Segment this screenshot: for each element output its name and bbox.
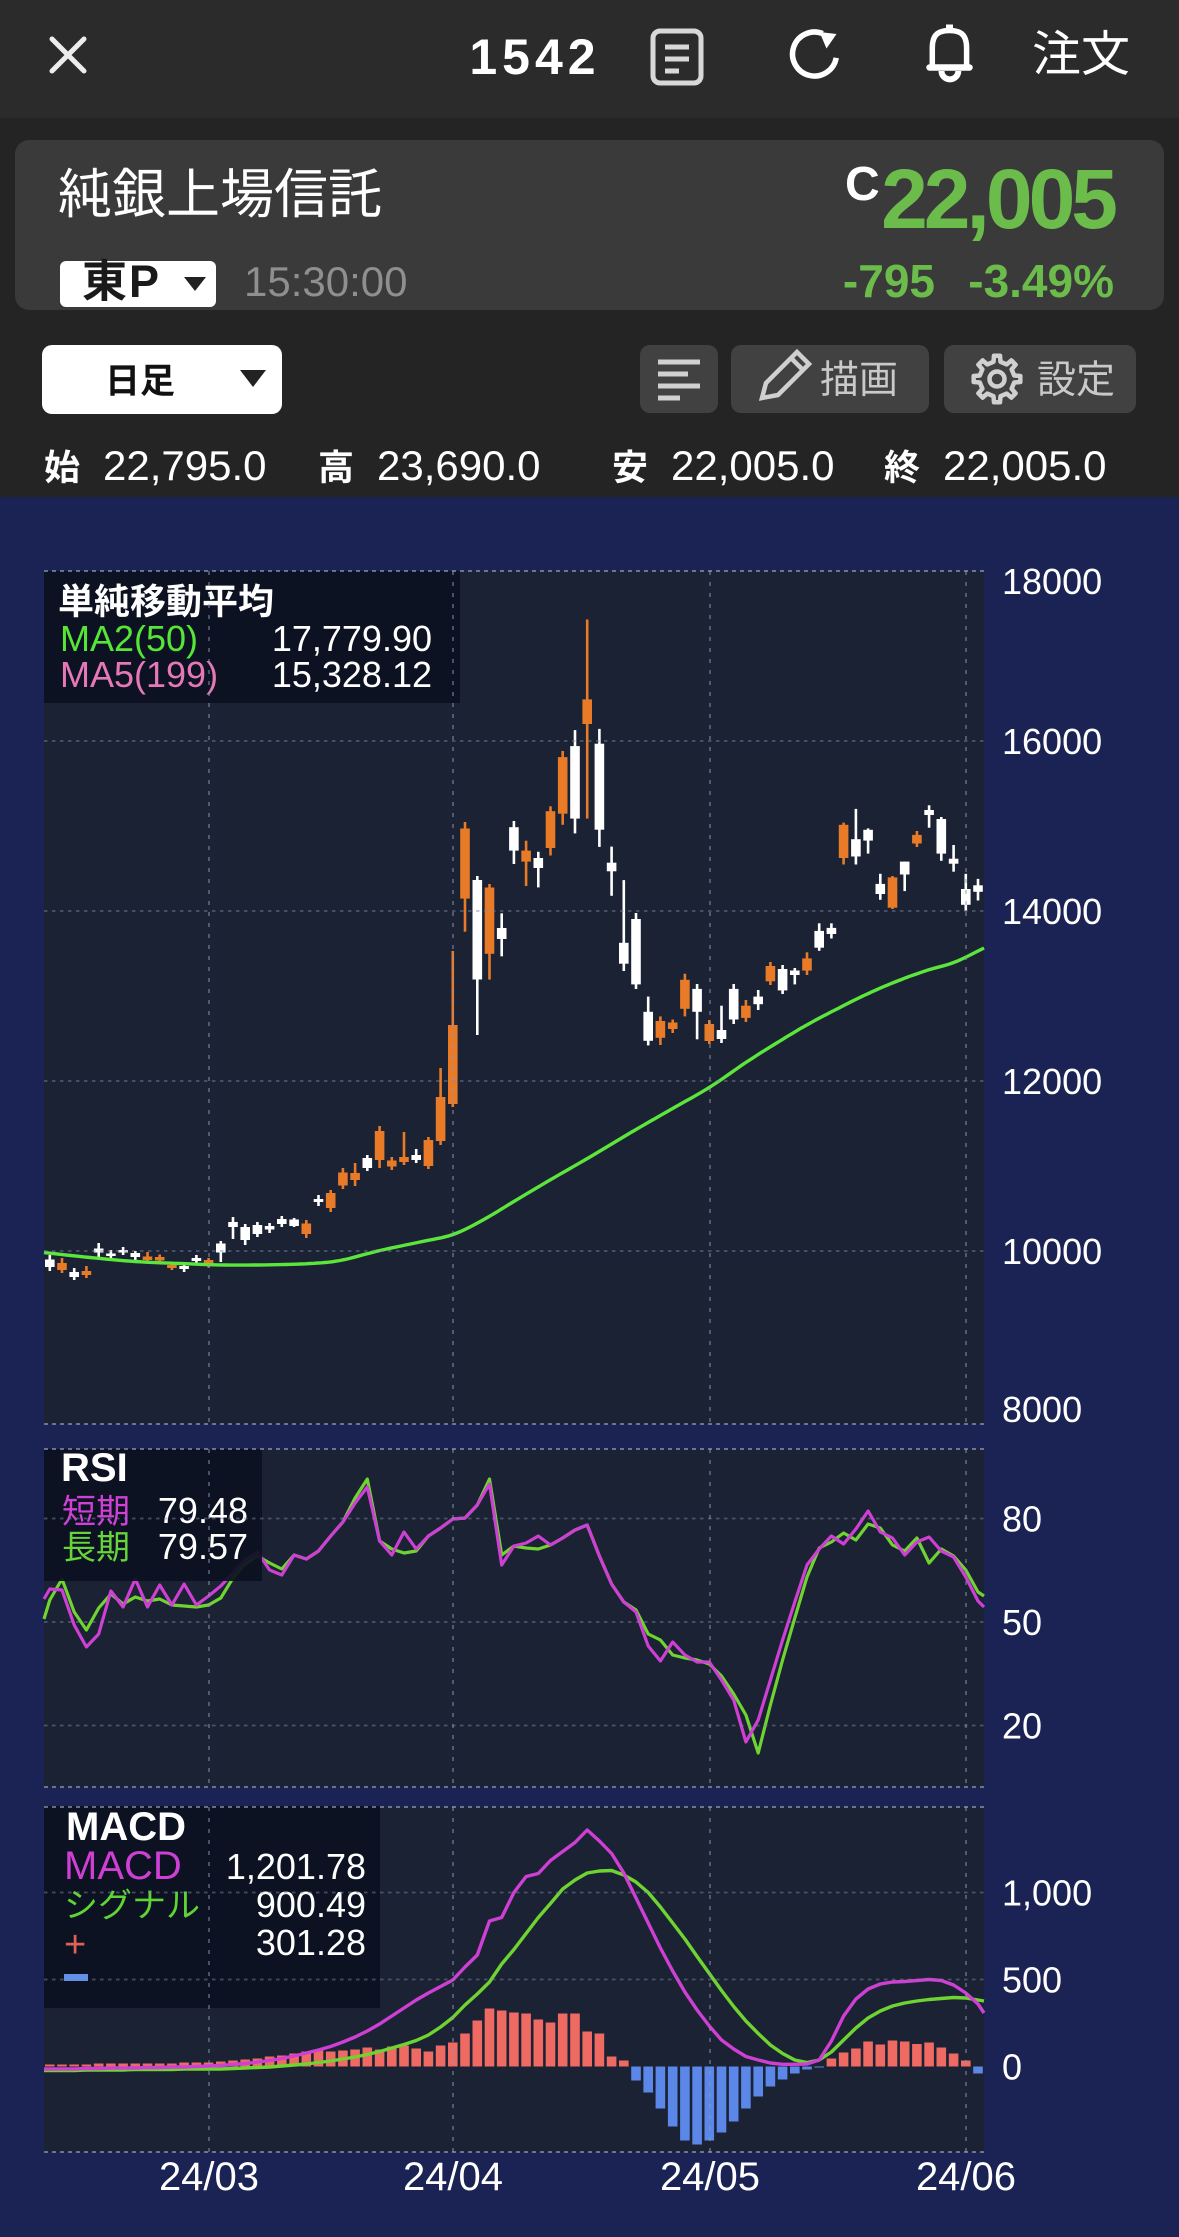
svg-text:900.49: 900.49: [256, 1884, 366, 1925]
svg-text:8000: 8000: [1002, 1389, 1082, 1430]
svg-text:MA5(199): MA5(199): [60, 654, 218, 695]
svg-text:50: 50: [1002, 1602, 1042, 1643]
svg-text:MA2(50): MA2(50): [60, 618, 198, 659]
svg-text:80: 80: [1002, 1499, 1042, 1540]
svg-text:MACD: MACD: [66, 1805, 186, 1849]
svg-text:79.57: 79.57: [158, 1526, 248, 1567]
svg-text:C: C: [845, 158, 880, 211]
svg-text:18000: 18000: [1002, 561, 1102, 602]
svg-text:RSI: RSI: [61, 1446, 128, 1490]
svg-text:500: 500: [1002, 1960, 1062, 2001]
svg-text:12000: 12000: [1002, 1061, 1102, 1102]
svg-text:15,328.12: 15,328.12: [272, 654, 432, 695]
svg-text:20: 20: [1002, 1706, 1042, 1747]
svg-text:79.48: 79.48: [158, 1490, 248, 1531]
svg-text:-3.49%: -3.49%: [968, 255, 1114, 307]
svg-text:1542: 1542: [469, 29, 600, 85]
svg-text:22,795.0: 22,795.0: [103, 442, 267, 489]
svg-text:301.28: 301.28: [256, 1922, 366, 1963]
svg-text:16000: 16000: [1002, 721, 1102, 762]
svg-text:15:30:00: 15:30:00: [244, 258, 408, 305]
svg-text:24/04: 24/04: [403, 2155, 503, 2199]
svg-text:24/03: 24/03: [159, 2155, 259, 2199]
svg-text:23,690.0: 23,690.0: [377, 442, 541, 489]
svg-text:24/06: 24/06: [916, 2155, 1016, 2199]
svg-text:14000: 14000: [1002, 891, 1102, 932]
svg-text:0: 0: [1002, 2047, 1022, 2088]
svg-text:17,779.90: 17,779.90: [272, 618, 432, 659]
svg-text:1,000: 1,000: [1002, 1873, 1092, 1914]
svg-text:10000: 10000: [1002, 1231, 1102, 1272]
svg-text:P: P: [129, 256, 159, 307]
svg-text:22,005: 22,005: [881, 152, 1116, 246]
svg-text:24/05: 24/05: [660, 2155, 760, 2199]
svg-text:1,201.78: 1,201.78: [226, 1846, 366, 1887]
svg-text:+: +: [64, 1924, 86, 1966]
svg-text:22,005.0: 22,005.0: [943, 442, 1107, 489]
svg-text:22,005.0: 22,005.0: [671, 442, 835, 489]
svg-text:MACD: MACD: [64, 1844, 182, 1888]
svg-text:-795: -795: [843, 255, 935, 307]
